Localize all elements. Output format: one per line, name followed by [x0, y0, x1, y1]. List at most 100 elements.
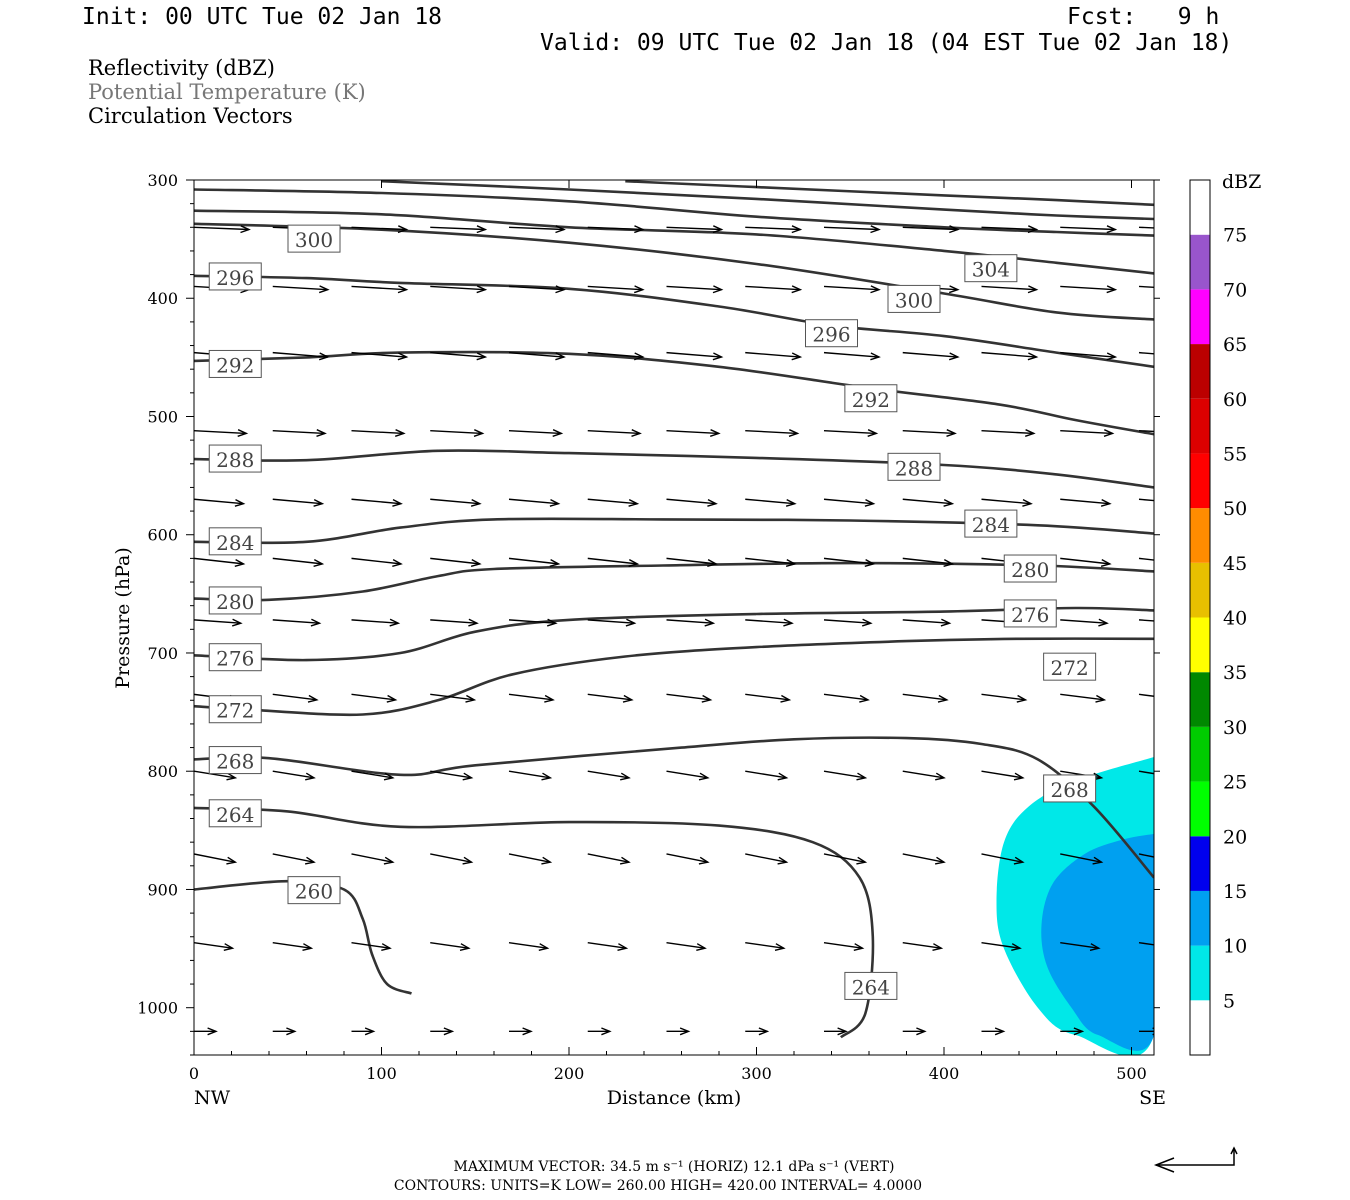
circulation-vector: [587, 853, 631, 865]
contour-label-box: [844, 971, 898, 1000]
circulation-vector: [351, 770, 395, 781]
circulation-vector: [666, 285, 724, 294]
colorbar-bin-50: [1190, 453, 1210, 509]
circulation-vector: [745, 429, 800, 437]
isentrope-296: [194, 274, 1154, 369]
circulation-vector: [745, 853, 789, 865]
circulation-vector: [1060, 557, 1112, 567]
contour-label: 264: [208, 799, 262, 828]
circulation-vector: [272, 618, 322, 627]
reflectivity-region-10: [1041, 833, 1154, 1051]
colorbar-tick-label: 40: [1223, 608, 1247, 630]
contour-label-text: 296: [812, 323, 850, 347]
contour-label: 268: [208, 746, 262, 775]
contour-label-text: 300: [895, 288, 933, 312]
circulation-vector: [981, 941, 1022, 951]
circulation-vector: [508, 351, 566, 361]
contour-label: 292: [208, 349, 262, 378]
circulation-vector: [1060, 351, 1118, 361]
circulation-vector: [902, 557, 955, 567]
contour-label: 300: [887, 284, 941, 313]
circulation-vector: [1060, 941, 1101, 951]
circulation-vector: [272, 1027, 297, 1036]
circulation-vector: [508, 853, 553, 865]
y-tick-label: 1000: [137, 999, 178, 1018]
circulation-vector: [745, 693, 792, 703]
plot-frame: [193, 179, 1155, 1056]
x-tick-label: 100: [366, 1064, 397, 1083]
contour-label-box: [208, 444, 262, 473]
circulation-vector: [430, 285, 488, 294]
colorbar-bin-55: [1190, 398, 1210, 454]
circulation-vector: [508, 693, 555, 703]
circulation-vector: [981, 429, 1036, 437]
x-left-label: NW: [194, 1087, 231, 1109]
circulation-vector: [272, 770, 316, 781]
contour-label: 276: [208, 643, 262, 672]
circulation-vector: [902, 498, 955, 507]
colorbar-bin-40: [1190, 562, 1210, 618]
circulation-vector: [1060, 618, 1109, 627]
circulation-vector: [981, 498, 1033, 507]
contour-label: 272: [1043, 652, 1097, 681]
circulation-vector: [587, 225, 645, 234]
circulation-vector: [902, 618, 952, 627]
circulation-vector: [745, 351, 803, 361]
circulation-vector: [902, 225, 960, 234]
contour-label-text: 292: [216, 353, 254, 377]
circulation-vector: [1060, 429, 1115, 437]
circulation-vector: [666, 225, 724, 234]
colorbar-bin-5: [1190, 945, 1210, 1001]
contour-label-text: 292: [852, 388, 890, 412]
contour-label-text: 268: [216, 750, 254, 774]
circulation-vector: [1060, 285, 1118, 294]
contour-label-box: [1043, 652, 1097, 681]
circulation-vector: [508, 941, 550, 951]
circulation-vector: [351, 853, 395, 865]
isentrope-288: [194, 449, 1154, 489]
colorbar-tick-label: 50: [1223, 498, 1247, 520]
circulation-vector: [823, 941, 865, 951]
circulation-vector: [508, 557, 561, 567]
circulation-vector: [823, 557, 876, 567]
contour-label-box: [208, 799, 262, 828]
circulation-vector: [272, 351, 330, 361]
circulation-vector: [666, 498, 718, 507]
contour-label: 260: [287, 876, 341, 905]
contour-label: 284: [208, 527, 262, 556]
circulation-vector: [1060, 498, 1112, 507]
contour-label-box: [1043, 774, 1097, 803]
contour-label: 268: [1043, 774, 1097, 803]
circulation-vector: [351, 225, 409, 234]
circulation-vector: [745, 225, 803, 234]
circulation-vector: [666, 770, 710, 781]
colorbar-bin-60: [1190, 344, 1210, 399]
circulation-vector: [351, 1027, 376, 1036]
colorbar-tick-label: 30: [1223, 717, 1247, 739]
circulation-vector: [430, 225, 488, 234]
isentrope-312: [381, 180, 1154, 221]
circulation-vector: [508, 618, 558, 627]
circulation-vector: [508, 498, 561, 507]
circulation-vector: [351, 285, 409, 294]
contour-label-text: 280: [216, 590, 254, 614]
contour-label: 304: [964, 254, 1018, 283]
contour-label-box: [208, 695, 262, 724]
reference-vector-icon: [1153, 1146, 1238, 1173]
contour-label: 288: [887, 452, 941, 481]
circulation-vector: [745, 941, 786, 951]
contour-label-box: [208, 746, 262, 775]
circulation-vector: [666, 618, 716, 627]
circulation-vector: [351, 557, 403, 567]
contour-label-text: 276: [216, 647, 254, 671]
circulation-vector: [508, 770, 553, 781]
circulation-vector: [745, 498, 797, 507]
circulation-vector: [1060, 693, 1107, 703]
circulation-vector: [1060, 225, 1118, 234]
contour-label: 280: [208, 586, 262, 615]
circulation-vector: [902, 770, 946, 781]
isentrope-292: [194, 350, 1154, 436]
circulation-vector: [823, 351, 881, 361]
x-tick-label: 400: [929, 1064, 960, 1083]
